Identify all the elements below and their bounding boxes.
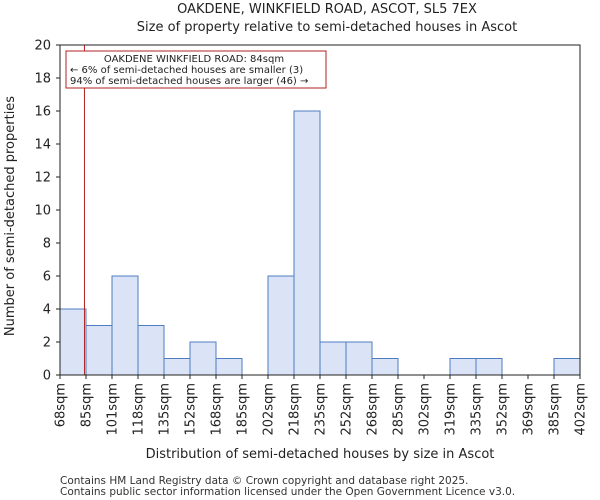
annotation-line1: OAKDENE WINKFIELD ROAD: 84sqm <box>104 54 284 65</box>
y-tick-label: 4 <box>43 303 51 318</box>
x-tick-label: 185sqm <box>236 383 251 436</box>
x-tick-label: 85sqm <box>80 383 95 427</box>
x-tick-label: 235sqm <box>314 383 329 436</box>
x-axis-ticks: 68sqm 85sqm 101sqm 118sqm 135sqm 152sqm 168sqm… <box>54 375 589 436</box>
bar-152sqm <box>189 341 217 376</box>
x-tick-label: 302sqm <box>418 383 433 436</box>
plot-frame <box>59 44 581 376</box>
x-tick-label: 152sqm <box>184 383 199 436</box>
y-tick-label: 2 <box>43 336 51 351</box>
bar-135sqm <box>163 358 191 376</box>
bar-235sqm <box>319 341 347 376</box>
x-tick-label: 335sqm <box>470 383 485 436</box>
bar-319sqm <box>449 358 477 376</box>
bar-252sqm <box>345 341 373 376</box>
bars <box>59 110 581 376</box>
y-tick-label: 8 <box>43 237 51 252</box>
bar-268sqm <box>371 358 399 376</box>
y-tick-label: 0 <box>43 369 51 384</box>
y-tick-label: 6 <box>43 270 51 285</box>
x-tick-label: 268sqm <box>366 383 381 436</box>
chart-title: OAKDENE, WINKFIELD ROAD, ASCOT, SL5 7EX <box>177 2 477 17</box>
x-tick-label: 68sqm <box>54 383 69 427</box>
x-tick-label: 168sqm <box>210 383 225 436</box>
x-tick-label: 352sqm <box>496 383 511 436</box>
x-axis-label: Distribution of semi-detached houses by … <box>146 447 495 462</box>
x-tick-label: 218sqm <box>288 383 303 436</box>
y-tick-label: 18 <box>34 72 51 87</box>
x-tick-label: 402sqm <box>574 383 589 436</box>
y-tick-label: 12 <box>34 171 51 186</box>
bar-335sqm <box>475 358 503 376</box>
bar-385sqm <box>553 358 581 376</box>
bar-168sqm <box>215 358 243 376</box>
bar-218sqm <box>293 110 321 376</box>
bar-85sqm <box>85 325 113 376</box>
footer-line1: Contains HM Land Registry data © Crown c… <box>60 475 468 487</box>
x-tick-label: 101sqm <box>106 383 121 436</box>
annotation-line3: 94% of semi-detached houses are larger (… <box>70 76 308 87</box>
annotation-frame <box>65 50 327 89</box>
annotation-box: OAKDENE WINKFIELD ROAD: 84sqm ← 6% of se… <box>65 50 327 89</box>
x-tick-label: 135sqm <box>158 383 173 436</box>
footer-line2: Contains public sector information licen… <box>60 486 515 498</box>
bar-68sqm <box>59 308 87 376</box>
y-tick-label: 14 <box>34 138 51 153</box>
chart-subtitle: Size of property relative to semi-detach… <box>137 20 517 35</box>
x-tick-label: 319sqm <box>444 383 459 436</box>
y-tick-label: 20 <box>34 39 51 54</box>
bar-202sqm <box>267 275 295 376</box>
bar-101sqm <box>111 275 139 376</box>
x-tick-label: 252sqm <box>340 383 355 436</box>
bar-118sqm <box>137 325 165 376</box>
x-tick-label: 118sqm <box>132 383 147 436</box>
x-tick-label: 202sqm <box>262 383 277 436</box>
y-axis-ticks: 0 2 4 6 8 10 12 14 16 18 20 <box>34 39 60 384</box>
y-axis-label: Number of semi-detached properties <box>3 96 18 336</box>
y-tick-label: 10 <box>34 204 51 219</box>
y-tick-label: 16 <box>34 105 51 120</box>
x-tick-label: 285sqm <box>392 383 407 436</box>
plot-area: 0 2 4 6 8 10 12 14 16 18 20 68sqm 85sqm 101sqm 118sqm… <box>34 39 588 436</box>
x-tick-label: 369sqm <box>522 383 537 436</box>
annotation-line2: ← 6% of semi-detached houses are smaller… <box>70 65 303 76</box>
x-tick-label: 385sqm <box>548 383 563 436</box>
